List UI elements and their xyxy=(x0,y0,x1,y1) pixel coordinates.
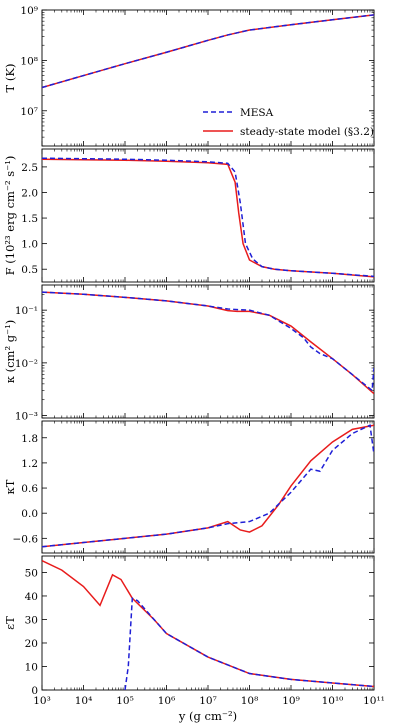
panel-F: 0.5 1.0 1.5 2.0 2.5 F (10²³ erg cm⁻² s⁻¹) xyxy=(3,148,375,283)
y-tick-label: 0.0 xyxy=(21,508,38,520)
y-tick-label: 10⁸ xyxy=(20,55,38,67)
x-tick-label: 10⁵ xyxy=(116,695,134,707)
y-tick-label: 0.6 xyxy=(21,483,38,495)
y-axis-label: εT xyxy=(3,616,17,630)
y-tick-label: 20 xyxy=(25,638,38,650)
y-tick-label: 40 xyxy=(25,591,38,603)
y-tick-label: 1.0 xyxy=(21,239,38,251)
panel-frame xyxy=(41,148,375,283)
y-axis-label: κ (cm² g⁻¹) xyxy=(3,320,17,383)
x-tick-label: 10¹¹ xyxy=(363,695,385,707)
legend: MESA steady-state model (§3.2) xyxy=(203,107,374,138)
panel-epsT: 0 10 20 30 40 50 εT xyxy=(3,555,375,697)
series-line-mesa xyxy=(124,597,374,690)
y-tick-label: 2.5 xyxy=(21,162,38,174)
x-tick-label: 10¹⁰ xyxy=(322,695,344,707)
panel-kappaT: −0.6 0.0 0.6 1.2 1.8 κT xyxy=(3,420,375,554)
series-line-model xyxy=(42,424,374,548)
y-tick-label: −0.6 xyxy=(13,533,39,545)
y-tick-label: 10⁷ xyxy=(20,106,38,118)
panels: 10⁷ 10⁸ 10⁹ T (K) 0.5 1.0 1.5 2.0 2.5 F (10²³ erg… xyxy=(3,5,375,697)
y-tick-label: 10⁻² xyxy=(15,358,38,370)
y-tick-label: 50 xyxy=(25,567,38,579)
y-tick-label: 0.5 xyxy=(21,264,38,276)
y-tick-label: 10⁻³ xyxy=(15,411,38,423)
series-line-model xyxy=(42,291,374,395)
series-line-model xyxy=(42,14,374,89)
y-tick-label: 1.2 xyxy=(21,458,38,470)
series-line-model xyxy=(42,158,374,278)
y-tick-label: 10⁹ xyxy=(20,5,38,17)
x-axis: 10³ 10⁴ 10⁵ 10⁶ 10⁷ 10⁸ 10⁹ 10¹⁰ 10¹¹ y (g cm⁻²) xyxy=(33,695,385,723)
series-line-mesa xyxy=(42,157,374,278)
series-line-mesa xyxy=(42,291,374,392)
panel-frame xyxy=(41,420,375,554)
x-tick-label: 10⁸ xyxy=(241,695,259,707)
x-axis-label: y (g cm⁻²) xyxy=(178,709,237,723)
y-tick-label: 1.5 xyxy=(21,213,38,225)
panel-kappa: 10⁻³ 10⁻² 10⁻¹ κ (cm² g⁻¹) xyxy=(3,284,375,423)
legend-label-mesa: MESA xyxy=(240,107,274,119)
y-tick-label: 0 xyxy=(31,685,38,697)
series-line-mesa xyxy=(42,14,374,89)
y-tick-label: 30 xyxy=(25,614,38,626)
series-line-model xyxy=(42,560,374,688)
y-tick-label: 2.0 xyxy=(21,187,38,199)
y-axis-label: F (10²³ erg cm⁻² s⁻¹) xyxy=(3,156,17,276)
x-tick-label: 10³ xyxy=(33,695,51,707)
y-axis-label: κT xyxy=(3,479,17,494)
y-tick-label: 10 xyxy=(25,661,38,673)
y-axis-label: T (K) xyxy=(3,64,17,93)
legend-label-model: steady-state model (§3.2) xyxy=(240,126,374,138)
x-tick-label: 10⁶ xyxy=(158,695,176,707)
x-tick-label: 10⁴ xyxy=(75,695,93,707)
series-line-mesa xyxy=(42,424,374,548)
y-tick-label: 1.8 xyxy=(21,433,38,445)
panel-T: 10⁷ 10⁸ 10⁹ T (K) xyxy=(3,5,375,147)
x-tick-label: 10⁹ xyxy=(282,695,300,707)
panel-frame xyxy=(41,555,375,691)
x-tick-label: 10⁷ xyxy=(199,695,217,707)
y-tick-label: 10⁻¹ xyxy=(15,305,38,317)
